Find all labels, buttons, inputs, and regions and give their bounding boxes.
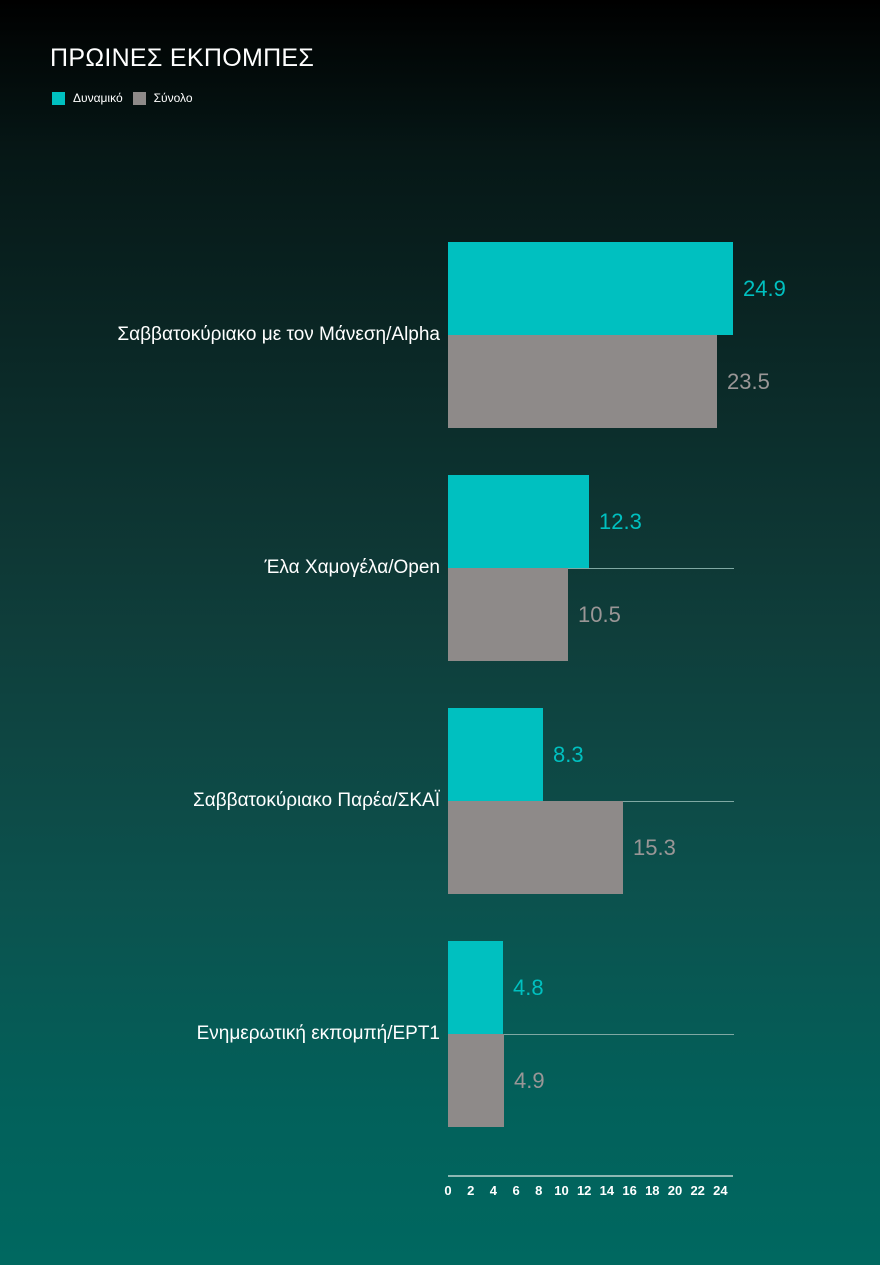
legend: Δυναμικό Σύνολο [52,91,203,105]
value-label-total: 15.3 [633,834,676,860]
legend-swatch-dynamic [52,91,65,105]
legend-swatch-total [132,91,146,105]
value-label-dynamic: 24.9 [743,275,786,301]
legend-label-total: Σύνολο [153,91,193,105]
bar-total [448,335,717,428]
x-tick-label: 10 [554,1183,569,1198]
x-tick-label: 18 [645,1183,660,1198]
x-tick-label: 14 [599,1183,615,1198]
bar-total [448,801,623,894]
x-tick-label: 8 [535,1183,543,1198]
x-tick-label: 2 [467,1183,475,1198]
x-tick-label: 6 [512,1183,520,1198]
x-tick-label: 16 [622,1183,637,1198]
legend-label-dynamic: Δυναμικό [73,91,123,105]
category-label: Έλα Χαμογέλα/Open [264,557,440,578]
group-separator [448,1034,734,1035]
legend-item-total: Σύνολο [132,91,193,105]
chart-title: ΠΡΩΙΝΕΣ ΕΚΠΟΜΠΕΣ [50,44,315,72]
x-tick-label: 12 [576,1183,592,1198]
category-label: Σαββατοκύριακο με τον Μάνεση/Alpha [117,324,440,345]
bar-dynamic [448,475,589,568]
value-label-total: 23.5 [727,368,770,394]
x-tick-label: 24 [713,1183,728,1198]
bar-total [448,568,568,661]
bar-total [448,1034,504,1127]
value-label-total: 4.9 [514,1067,545,1093]
x-tick-label: 22 [690,1183,705,1198]
value-label-dynamic: 12.3 [599,508,642,534]
x-tick-label: 4 [489,1183,498,1198]
x-tick-label: 0 [444,1183,452,1198]
x-tick-label: 20 [667,1183,683,1198]
value-label-dynamic: 4.8 [513,974,544,1000]
category-label: Σαββατοκύριακο Παρέα/ΣΚΑΪ [192,790,440,811]
value-label-total: 10.5 [578,601,621,627]
bar-dynamic [448,242,733,335]
x-axis-line [448,1175,733,1177]
bar-dynamic [448,708,543,801]
group-separator [448,568,734,569]
category-label: Ενημερωτική εκπομπή/ΕΡΤ1 [196,1023,440,1044]
legend-item-dynamic: Δυναμικό [52,91,123,105]
value-label-dynamic: 8.3 [553,741,584,767]
bar-dynamic [448,941,503,1034]
